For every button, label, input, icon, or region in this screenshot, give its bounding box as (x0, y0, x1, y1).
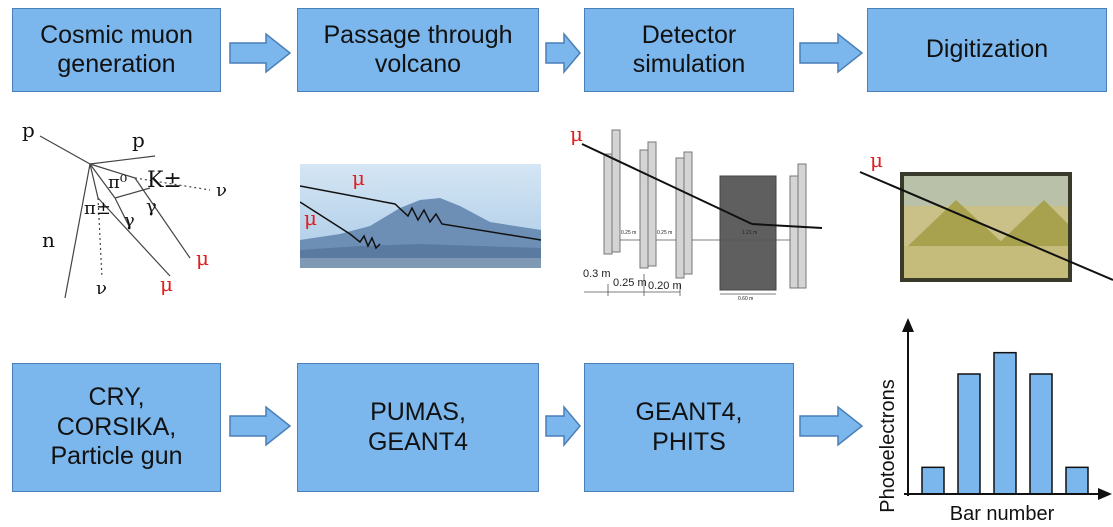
box-label: CRY, CORSIKA, Particle gun (50, 383, 183, 471)
x-axis-arrow-icon (1098, 488, 1112, 500)
right-arrow-icon (799, 32, 864, 74)
digitization-box: Digitization (867, 8, 1107, 92)
right-arrow-icon (545, 405, 581, 447)
particle-label: γ (146, 196, 157, 217)
dimension-label: 0.25 m (657, 230, 673, 236)
detector-layout-diagram (581, 129, 823, 296)
cosmic-muon-generation-box: Cosmic muon generation (12, 8, 221, 92)
particle-label: p (22, 118, 35, 142)
muon-label: μ (570, 122, 583, 146)
right-arrow-icon (229, 32, 292, 74)
box-label: Detector simulation (632, 20, 746, 79)
dimension-label: 1.21 m (742, 230, 758, 236)
muon-label: μ (870, 148, 883, 172)
box-label: GEANT4, PHITS (635, 398, 743, 456)
y-axis-label: Photoelectrons (877, 379, 899, 512)
dimension-label: 0.25 m (613, 277, 647, 289)
muon-label: μ (304, 206, 317, 230)
right-arrow-icon (229, 405, 292, 447)
dimension-label: 0.3 m (583, 268, 611, 280)
right-arrow-icon (799, 405, 864, 447)
detector-simulation-box: Detector simulation (584, 8, 794, 92)
box-label: Digitization (925, 35, 1049, 64)
particle-label: ν (96, 278, 107, 299)
detector-tools-box: GEANT4, PHITS (584, 363, 794, 492)
box-label: Cosmic muon generation (40, 20, 193, 79)
box-label: Passage through volcano (323, 20, 513, 79)
photoelectron-histogram: Photoelectrons Bar number (877, 318, 1112, 525)
passage-through-volcano-box: Passage through volcano (297, 8, 539, 92)
particle-label: π⁰ (108, 172, 128, 193)
scintillator-photo (859, 171, 1113, 282)
particle-label: p (132, 128, 145, 152)
dimension-label: 0.25 m (621, 230, 637, 236)
particle-label: γ (124, 210, 135, 231)
muon-label: μ (196, 246, 209, 270)
cosmic-ray-shower-diagram (39, 135, 211, 299)
histogram-bar (957, 373, 981, 495)
histogram-bar (1065, 466, 1089, 495)
muon-label: μ (160, 272, 173, 296)
dimension-label: 0.60 m (738, 296, 754, 302)
y-axis-arrow-icon (902, 318, 914, 332)
histogram-bar (1029, 373, 1053, 495)
propagation-tools-box: PUMAS, GEANT4 (297, 363, 539, 492)
box-label: PUMAS, GEANT4 (367, 398, 469, 456)
dimension-label: 0.20 m (648, 280, 682, 292)
right-arrow-icon (545, 32, 581, 74)
histogram-bar (993, 351, 1017, 495)
particle-label: ν (216, 180, 227, 201)
muon-label: μ (352, 166, 365, 190)
generator-tools-box: CRY, CORSIKA, Particle gun (12, 363, 221, 492)
histogram-bar (921, 466, 945, 495)
particle-label: π± (84, 198, 111, 219)
volcano-photo (300, 164, 541, 268)
particle-label: n (42, 228, 55, 252)
x-axis-label: Bar number (950, 503, 1055, 525)
particle-label: K± (147, 168, 182, 193)
